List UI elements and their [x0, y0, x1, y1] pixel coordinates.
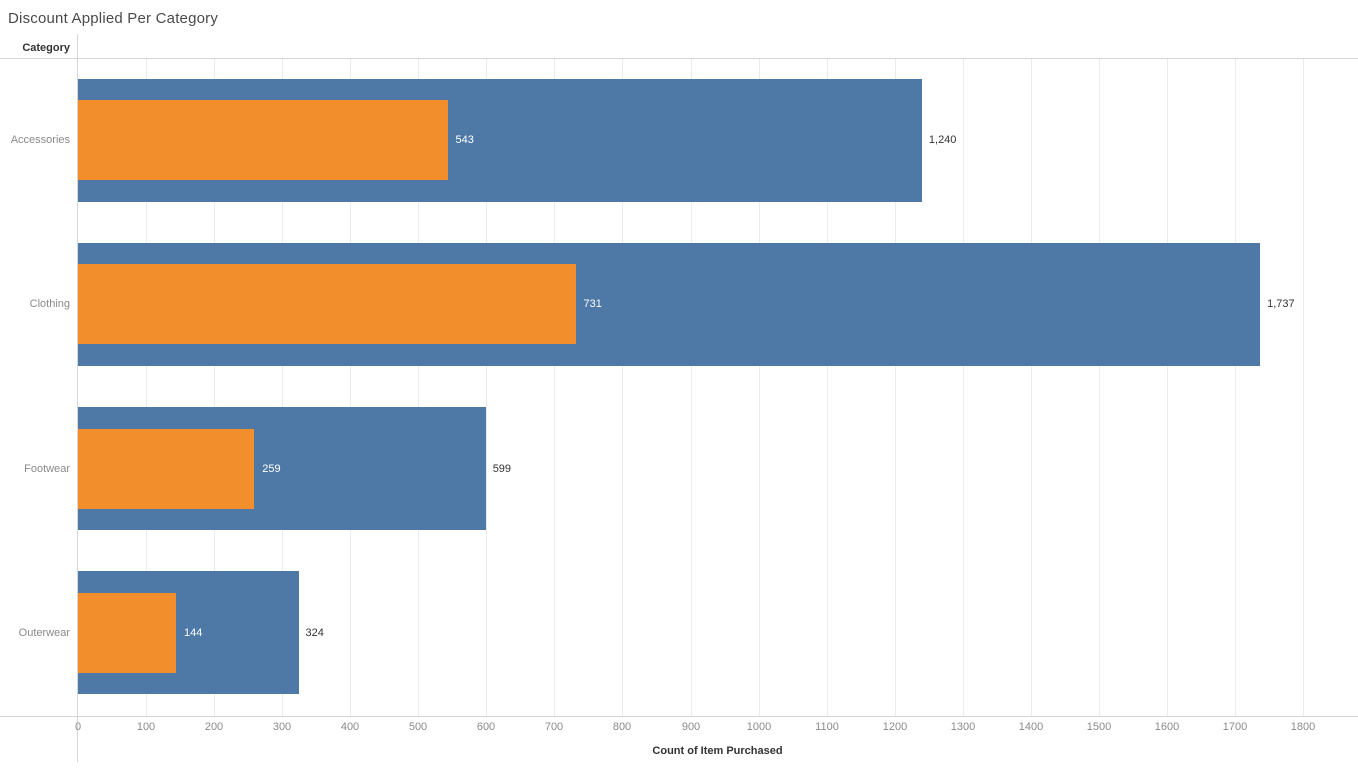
- x-tick-label-1000: 1000: [746, 721, 772, 733]
- x-tick-label-1200: 1200: [882, 721, 908, 733]
- gridline: [1099, 59, 1100, 716]
- x-tick-label-100: 100: [136, 721, 156, 733]
- value-label-orange-accessories: 543: [455, 134, 474, 147]
- header-boundary-line: [0, 58, 1358, 59]
- x-tick-label-1500: 1500: [1086, 721, 1112, 733]
- category-column-header: Category: [22, 42, 70, 54]
- x-tick-label-1700: 1700: [1222, 721, 1248, 733]
- gridline: [622, 59, 623, 716]
- x-tick-label-200: 200: [204, 721, 224, 733]
- category-label-outerwear[interactable]: Outerwear: [18, 626, 70, 639]
- x-tick-label-1800: 1800: [1290, 721, 1316, 733]
- gridline: [691, 59, 692, 716]
- gridline: [146, 59, 147, 716]
- value-label-blue-accessories: 1,240: [928, 134, 957, 147]
- x-tick-label-600: 600: [476, 721, 496, 733]
- chart-title: Discount Applied Per Category: [8, 10, 219, 27]
- x-tick-label-400: 400: [340, 721, 360, 733]
- gridline: [1167, 59, 1168, 716]
- category-label-accessories[interactable]: Accessories: [10, 134, 70, 147]
- bar-orange-outerwear[interactable]: [78, 592, 176, 673]
- category-label-clothing[interactable]: Clothing: [29, 298, 70, 311]
- x-tick-label-1100: 1100: [815, 721, 839, 733]
- bar-orange-footwear[interactable]: [78, 428, 255, 509]
- x-tick-label-900: 900: [681, 721, 701, 733]
- gridline: [418, 59, 419, 716]
- x-tick-label-800: 800: [612, 721, 632, 733]
- gridline: [963, 59, 964, 716]
- category-label-footwear[interactable]: Footwear: [24, 462, 70, 475]
- value-label-blue-outerwear: 324: [305, 626, 324, 639]
- x-tick-label-1300: 1300: [950, 721, 976, 733]
- x-tick-label-700: 700: [544, 721, 564, 733]
- value-label-orange-clothing: 731: [583, 298, 602, 311]
- gridline: [1235, 59, 1236, 716]
- gridline: [1303, 59, 1304, 716]
- gridline: [350, 59, 351, 716]
- x-axis-title: Count of Item Purchased: [652, 745, 783, 757]
- gridline: [282, 59, 283, 716]
- gridline: [759, 59, 760, 716]
- gridline: [486, 59, 487, 716]
- value-label-orange-outerwear: 144: [184, 626, 203, 639]
- row-header-divider-line: [77, 34, 78, 762]
- gridline: [554, 59, 555, 716]
- bar-orange-clothing[interactable]: [78, 264, 576, 345]
- value-label-orange-footwear: 259: [262, 462, 281, 475]
- gridline: [895, 59, 896, 716]
- x-tick-label-0: 0: [74, 721, 82, 733]
- x-tick-label-300: 300: [272, 721, 292, 733]
- x-axis-line: [0, 716, 1358, 717]
- x-tick-label-1400: 1400: [1018, 721, 1044, 733]
- bar-orange-accessories[interactable]: [78, 100, 448, 181]
- gridline: [1031, 59, 1032, 716]
- gridline: [827, 59, 828, 716]
- value-label-blue-footwear: 599: [492, 462, 512, 475]
- gridline: [214, 59, 215, 716]
- x-tick-label-1600: 1600: [1154, 721, 1180, 733]
- value-label-blue-clothing: 1,737: [1267, 298, 1295, 311]
- x-tick-label-500: 500: [408, 721, 428, 733]
